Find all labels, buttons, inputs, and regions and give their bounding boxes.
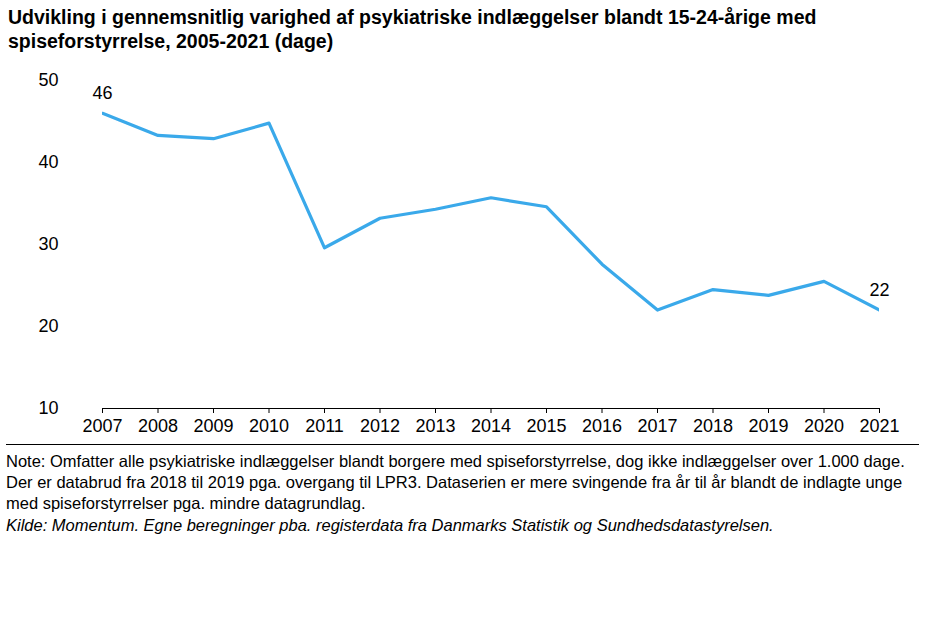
svg-text:2009: 2009 xyxy=(193,416,233,436)
svg-text:2021: 2021 xyxy=(859,416,899,436)
svg-text:2010: 2010 xyxy=(249,416,289,436)
svg-text:2017: 2017 xyxy=(637,416,677,436)
svg-text:40: 40 xyxy=(38,152,58,172)
svg-text:2016: 2016 xyxy=(582,416,622,436)
svg-text:46: 46 xyxy=(92,83,112,103)
svg-text:2011: 2011 xyxy=(305,416,344,436)
svg-text:22: 22 xyxy=(869,279,889,299)
svg-text:2018: 2018 xyxy=(693,416,733,436)
svg-text:2013: 2013 xyxy=(415,416,455,436)
svg-text:50: 50 xyxy=(38,70,58,90)
svg-text:2007: 2007 xyxy=(82,416,122,436)
svg-text:2020: 2020 xyxy=(804,416,844,436)
html-text:Kilde: Momentum. Egne beregnin: Kilde: Momentum. Egne beregninger pba. r… xyxy=(6,515,774,534)
svg-text:2014: 2014 xyxy=(471,416,511,436)
svg-text:2012: 2012 xyxy=(360,416,400,436)
svg-text:10: 10 xyxy=(38,398,58,418)
svg-text:20: 20 xyxy=(38,316,58,336)
html-text:Udvikling i gennemsnitlig vari: Udvikling i gennemsnitlig varighed af ps… xyxy=(8,6,817,52)
svg-text:2015: 2015 xyxy=(526,416,566,436)
html-text:Note: Omfatter alle psykiatris: Note: Omfatter alle psykiatriske indlægg… xyxy=(6,451,905,513)
svg-text:2019: 2019 xyxy=(748,416,788,436)
svg-text:30: 30 xyxy=(38,234,58,254)
svg-text:2008: 2008 xyxy=(138,416,178,436)
